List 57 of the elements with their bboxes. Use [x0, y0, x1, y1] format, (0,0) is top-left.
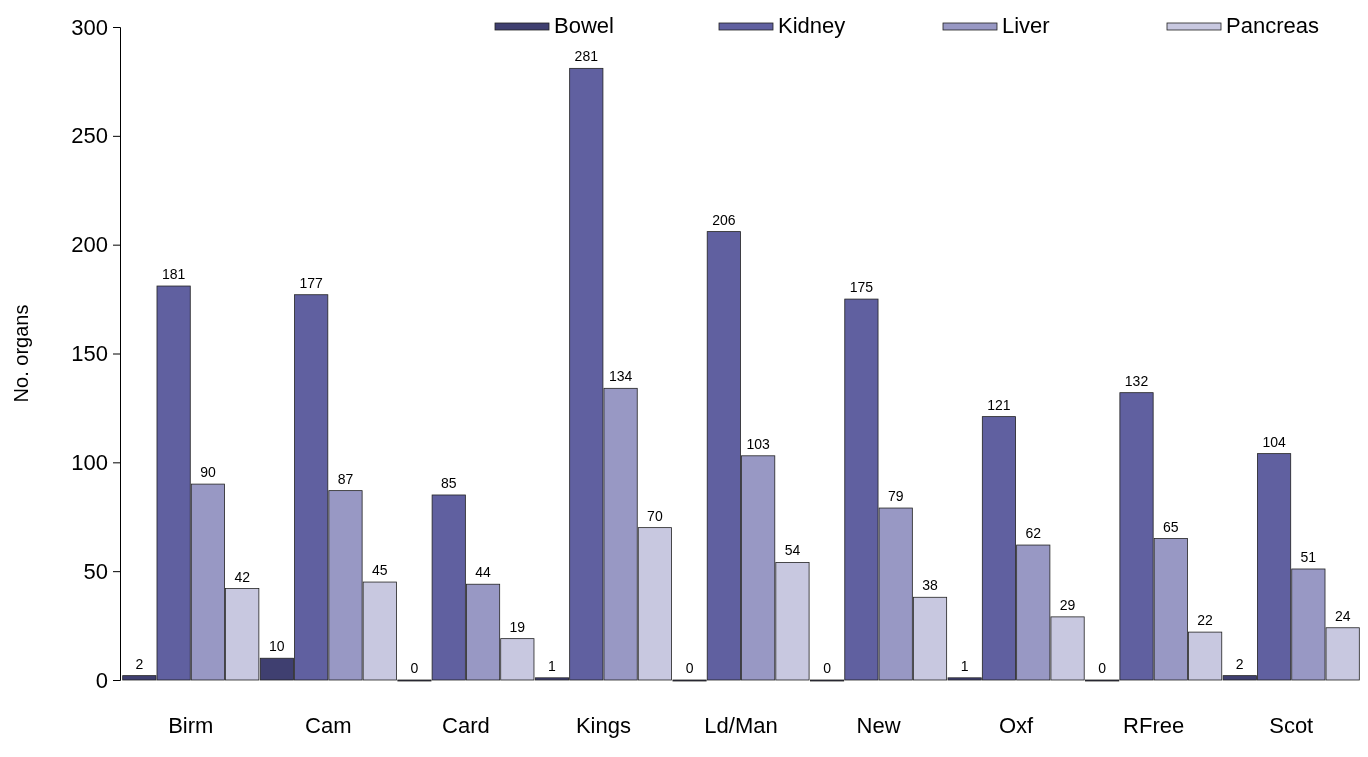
x-tick-label: Birm: [168, 713, 214, 738]
data-label: 134: [608, 368, 633, 385]
data-label: 1: [960, 657, 969, 674]
x-tick-label: Scot: [1269, 713, 1314, 738]
legend-label: Kidney: [778, 13, 846, 38]
data-label: 132: [1124, 372, 1149, 389]
data-label: 103: [746, 435, 771, 452]
data-label: 79: [887, 488, 904, 505]
y-tick-label: 200: [71, 232, 108, 258]
data-label: 181: [161, 266, 186, 283]
data-label: 206: [712, 211, 736, 228]
data-label: 177: [299, 274, 324, 291]
data-label: 85: [440, 474, 457, 491]
y-tick-label: 300: [71, 14, 108, 40]
data-label: 65: [1163, 518, 1179, 535]
y-tick-label: 0: [95, 667, 108, 693]
x-tick-label: RFree: [1123, 713, 1185, 738]
x-tick-label: Cam: [305, 713, 352, 738]
data-label: 24: [1334, 607, 1351, 624]
data-label: 38: [922, 577, 939, 594]
x-tick-label: New: [856, 713, 901, 738]
data-label: 175: [849, 279, 874, 296]
data-label: 281: [574, 48, 599, 65]
data-label: 87: [337, 470, 354, 487]
data-label: 22: [1197, 612, 1214, 629]
legend-label: Liver: [1002, 13, 1050, 38]
data-label: 0: [1098, 660, 1107, 676]
y-tick-label: 250: [71, 123, 108, 149]
y-tick-label: 50: [83, 558, 108, 584]
data-label: 70: [647, 507, 663, 524]
x-tick-label: Ld/Man: [704, 713, 778, 738]
data-label: 44: [475, 564, 492, 581]
data-label: 121: [987, 396, 1011, 413]
data-label: 1: [548, 657, 557, 674]
data-label: 0: [685, 660, 694, 676]
data-label: 62: [1025, 525, 1042, 542]
x-tick-label: Kings: [575, 713, 631, 738]
data-label: 45: [372, 562, 388, 579]
data-label: 10: [269, 638, 285, 655]
data-label: 19: [509, 618, 526, 635]
data-label: 54: [784, 542, 801, 559]
x-tick-label: Card: [442, 713, 490, 738]
legend-label: Bowel: [554, 13, 614, 38]
data-label: 2: [135, 655, 144, 672]
data-label: 51: [1300, 548, 1317, 565]
data-label: 42: [234, 568, 251, 585]
legend-label: Pancreas: [1226, 13, 1319, 38]
x-tick-label: Oxf: [998, 713, 1035, 738]
data-label: 104: [1262, 433, 1286, 450]
data-label: 0: [823, 660, 832, 676]
y-tick-label: 150: [71, 341, 108, 367]
data-label: 2: [1235, 655, 1244, 672]
y-axis-title: No. organs: [10, 304, 32, 403]
data-label: 29: [1059, 596, 1076, 613]
y-tick-label: 100: [71, 449, 108, 475]
data-label: 90: [200, 464, 216, 481]
data-label: 0: [410, 660, 419, 676]
